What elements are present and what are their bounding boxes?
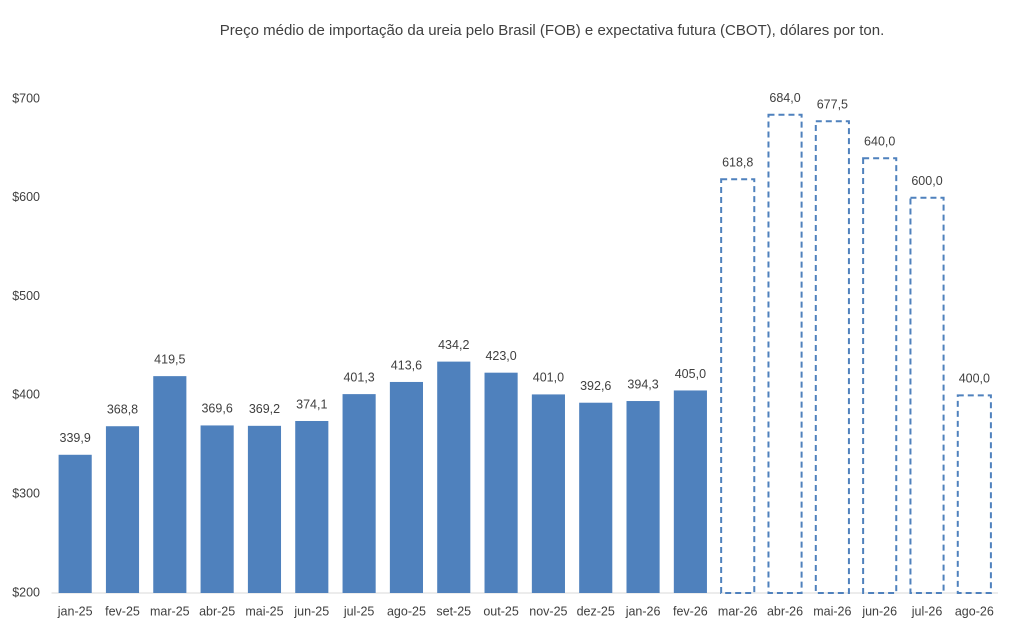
x-tick-label: fev-26 <box>673 604 708 618</box>
x-tick-label: abr-26 <box>767 604 803 618</box>
x-tick-label: jun-26 <box>861 604 897 618</box>
data-label: 401,3 <box>343 370 374 384</box>
data-label: 413,6 <box>391 358 422 372</box>
x-tick-label: fev-25 <box>105 604 140 618</box>
data-label: 368,8 <box>107 403 138 417</box>
x-tick-label: jun-25 <box>293 604 329 618</box>
x-tick-label: ago-25 <box>387 604 426 618</box>
x-tick-label: ago-26 <box>955 604 994 618</box>
x-tick-label: mar-25 <box>150 604 190 618</box>
bar <box>247 425 282 593</box>
data-label: 394,3 <box>627 377 658 391</box>
data-label: 423,0 <box>485 349 516 363</box>
bar <box>58 454 92 593</box>
bar <box>673 390 707 593</box>
data-label: 684,0 <box>769 91 800 105</box>
data-label: 434,2 <box>438 338 469 352</box>
x-tick-label: jul-26 <box>911 604 943 618</box>
data-label: 640,0 <box>864 135 895 149</box>
data-label: 374,1 <box>296 397 327 411</box>
x-tick-label: mai-26 <box>813 604 851 618</box>
x-tick-label: jan-25 <box>57 604 93 618</box>
y-tick-label: $200 <box>12 585 40 599</box>
x-tick-label: abr-25 <box>199 604 235 618</box>
data-label: 618,8 <box>722 156 753 170</box>
data-label: 400,0 <box>959 372 990 386</box>
bar <box>720 178 756 595</box>
data-label: 419,5 <box>154 352 185 366</box>
data-label: 369,6 <box>201 402 232 416</box>
bar <box>342 394 376 593</box>
y-tick-label: $400 <box>12 388 40 402</box>
y-tick-label: $600 <box>12 190 40 204</box>
x-tick-label: set-25 <box>436 604 471 618</box>
bar <box>200 425 234 593</box>
y-tick-label: $700 <box>12 91 40 105</box>
x-tick-label: mar-26 <box>718 604 758 618</box>
bar <box>767 113 803 594</box>
bar <box>579 402 613 593</box>
bar <box>389 381 424 593</box>
data-label: 600,0 <box>911 174 942 188</box>
data-label: 405,0 <box>675 367 706 381</box>
bar <box>814 120 850 594</box>
y-tick-label: $300 <box>12 486 40 500</box>
bar <box>484 372 518 593</box>
bar <box>862 157 898 594</box>
bar <box>295 420 329 593</box>
data-label: 339,9 <box>60 431 91 445</box>
x-tick-label: dez-25 <box>577 604 615 618</box>
data-label: 401,0 <box>533 371 564 385</box>
x-tick-label: mai-25 <box>245 604 283 618</box>
data-label: 369,2 <box>249 402 280 416</box>
bar <box>153 376 187 593</box>
bar <box>956 394 992 594</box>
bar <box>437 361 471 593</box>
bar <box>626 401 660 593</box>
chart-title: Preço médio de importação da ureia pelo … <box>220 22 884 39</box>
x-tick-label: jul-25 <box>343 604 375 618</box>
x-tick-label: out-25 <box>483 604 518 618</box>
bar <box>909 196 945 595</box>
bar <box>531 394 565 593</box>
x-tick-label: nov-25 <box>529 604 567 618</box>
x-tick-label: jan-26 <box>625 604 661 618</box>
bar <box>105 426 140 593</box>
data-label: 677,5 <box>817 98 848 112</box>
data-label: 392,6 <box>580 379 611 393</box>
y-tick-label: $500 <box>12 289 40 303</box>
